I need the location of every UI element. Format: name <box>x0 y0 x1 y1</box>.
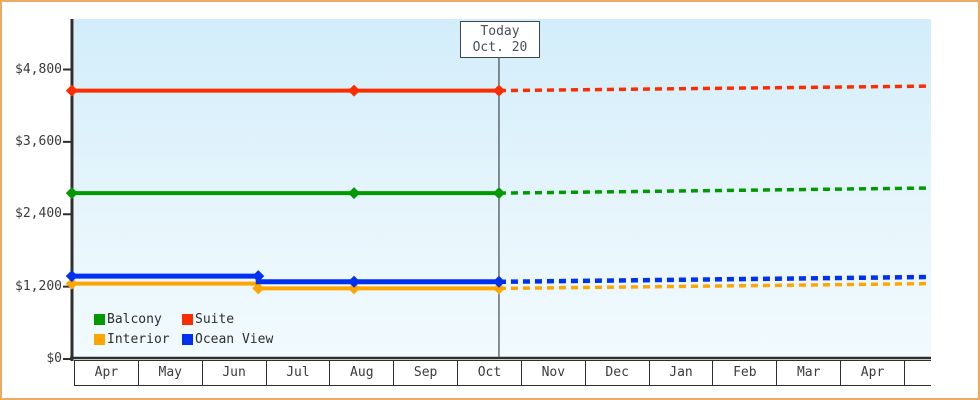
today-label-line2: Oct. 20 <box>472 39 528 55</box>
y-axis-tick-label: $4,800 <box>15 61 62 77</box>
legend-swatch-icon <box>182 314 193 325</box>
series-forecast-ocean-view <box>498 274 931 285</box>
y-axis-tick-label: $2,400 <box>15 206 62 222</box>
data-point-marker-ocean-view <box>65 270 78 283</box>
month-cell: Dec <box>586 361 650 385</box>
month-cell: Aug <box>330 361 395 385</box>
legend-swatch-icon <box>182 334 193 345</box>
series-forecast-suite <box>498 84 931 93</box>
legend-label: Suite <box>195 312 235 327</box>
y-axis-tick-label: $3,600 <box>15 133 62 149</box>
month-cell: Sep <box>394 361 459 385</box>
legend-item-interior: Interior <box>94 332 182 347</box>
legend-item-ocean-view: Ocean View <box>182 332 273 347</box>
month-cell-partial <box>905 361 931 385</box>
data-point-marker-ocean-view <box>492 275 505 288</box>
y-axis-tick-label: $1,200 <box>15 278 62 294</box>
legend-item-balcony: Balcony <box>94 312 182 327</box>
data-point-marker-ocean-view <box>348 275 361 288</box>
data-point-marker-interior <box>65 277 78 290</box>
data-point-marker-balcony <box>65 187 78 200</box>
month-cell: Feb <box>713 361 778 385</box>
today-marker-label: Today Oct. 20 <box>460 21 540 58</box>
legend-label: Balcony <box>107 312 162 327</box>
month-cell: Jun <box>203 361 267 385</box>
month-cell: Oct <box>458 361 522 385</box>
month-cell: Apr <box>75 361 139 385</box>
data-point-marker-interior <box>252 282 265 295</box>
legend: Balcony Suite Interior Ocean View <box>94 312 273 347</box>
series-line-interior <box>71 281 499 291</box>
legend-label: Ocean View <box>195 332 274 347</box>
data-point-marker-interior <box>348 282 361 295</box>
month-cell: Jan <box>650 361 714 385</box>
data-point-marker-balcony <box>348 187 361 200</box>
data-point-marker-suite <box>65 84 78 97</box>
y-axis-tick-label: $0 <box>46 351 62 366</box>
data-point-marker-suite <box>348 84 361 97</box>
series-forecast-interior <box>498 281 931 291</box>
x-axis-month-row: Apr May Jun Jul Aug Sep Oct Nov Dec Jan Feb Mar Apr <box>74 360 931 386</box>
data-point-marker-balcony <box>492 187 505 200</box>
month-cell: Nov <box>522 361 586 385</box>
legend-swatch-icon <box>94 334 105 345</box>
data-point-marker-interior <box>492 282 505 295</box>
today-label-line1: Today <box>480 23 520 39</box>
month-cell: May <box>139 361 203 385</box>
month-cell: Apr <box>841 361 905 385</box>
month-cell: Jul <box>267 361 331 385</box>
data-point-marker-ocean-view <box>252 270 265 283</box>
legend-swatch-icon <box>94 314 105 325</box>
data-point-marker-suite <box>492 84 505 97</box>
legend-item-suite: Suite <box>182 312 273 327</box>
series-line-ocean-view <box>71 273 499 285</box>
series-forecast-balcony <box>498 186 931 195</box>
month-cell: Mar <box>777 361 842 385</box>
legend-label: Interior <box>107 332 170 347</box>
